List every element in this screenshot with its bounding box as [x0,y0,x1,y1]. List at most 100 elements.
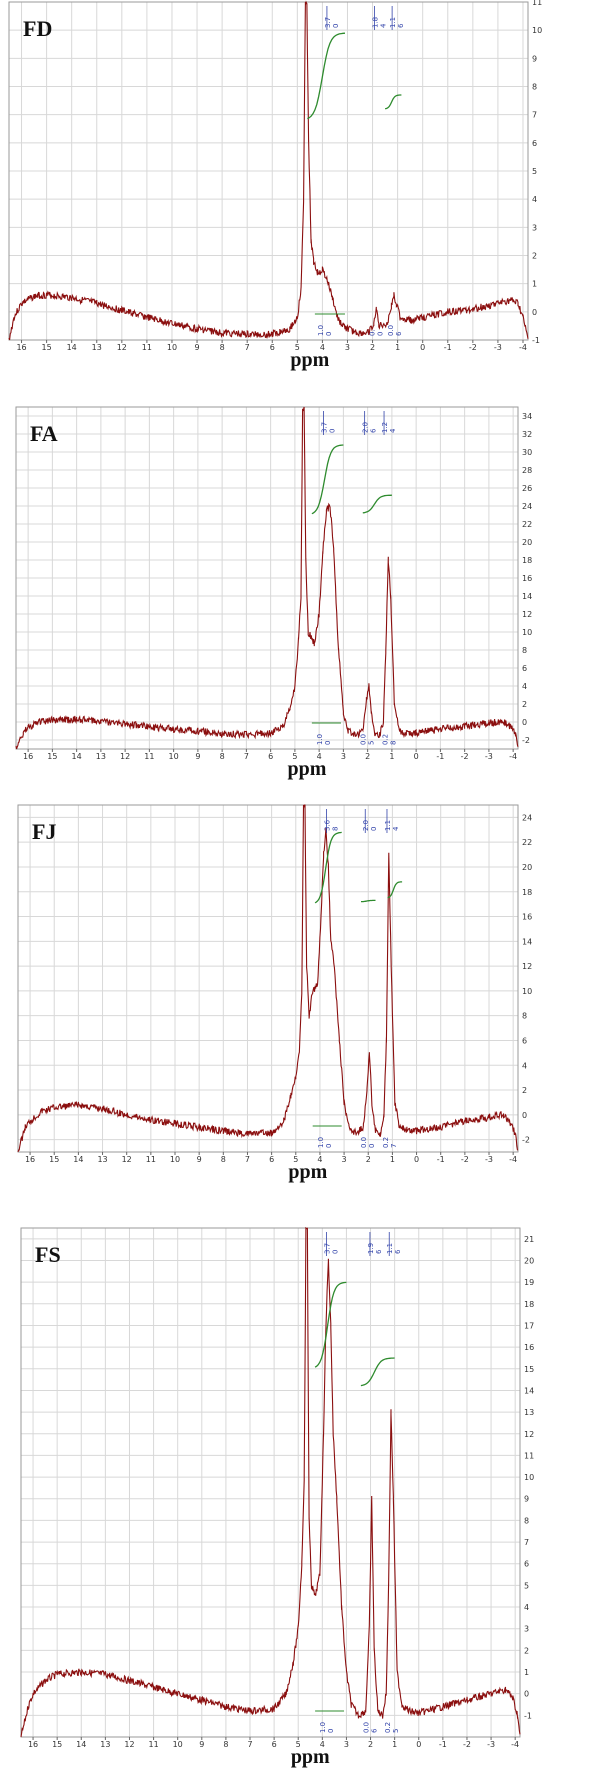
chart-fs-y-tick-label: 7 [524,1538,529,1547]
chart-fa-y-tick-label: -2 [522,736,530,745]
chart-fa-x-tick-label: 13 [96,752,106,761]
chart-fa-y-tick-label: 18 [522,556,532,565]
chart-fs-y-tick-label: 3 [524,1625,529,1634]
chart-fd-y-tick-label: 5 [532,167,537,176]
chart-fd-integral-curve [307,32,346,120]
chart-fd-x-tick-label: 10 [167,343,177,352]
chart-fj-y-tick-label: 6 [522,1036,527,1045]
chart-fa-x-tick-label: 3 [341,752,346,761]
chart-fj-x-tick-label: 16 [25,1155,35,1164]
chart-fa-peak-label: 2.0 6 [362,422,378,433]
chart-fa-title: FA [30,421,58,446]
chart-fa-peak-label-value: 3.7 [320,422,328,433]
chart-fd-x-axis-label: ppm [290,349,329,371]
chart-fj-spectrum-line [17,804,519,1153]
chart-fa-y-tick-label: 6 [522,664,527,673]
chart-fd-x-tick-label: 11 [142,343,152,352]
chart-fj-integral-value: 0.0 0 [360,1137,376,1148]
chart-fs-y-tick-label: 21 [524,1235,534,1244]
chart-fs-y-tick-label: 5 [524,1581,529,1590]
chart-fs-integral-value-digit: 5 [392,1729,400,1733]
chart-fd-peak-label-digit: 4 [380,23,388,28]
chart-fd-y-tick-label: 1 [532,280,537,289]
chart-fj-x-tick-label: 5 [293,1155,298,1164]
chart-fd-x-tick-label: -3 [494,343,502,352]
chart-fa-plot-frame [15,406,519,750]
chart-fd-x-tick-label: 16 [16,343,26,352]
chart-fj-y-tick-label: 0 [522,1111,527,1120]
chart-fd-x-tick-label: 5 [295,343,300,352]
chart-fj-peak-label-digit: 8 [332,827,340,831]
nmr-chart-fa: 16 15 14 13 12 11 10 9 8 7 6 5 4 3 2 1 0 -1 -2 -3 -4-2024681… [15,406,532,780]
chart-fj-y-tick-label: -2 [522,1136,530,1145]
chart-fj-integral-value-digit: 0 [368,1144,376,1148]
chart-fd-peak-label-value: 1.8 [372,17,380,28]
chart-fa-peak-label-value: 2.0 [362,422,370,433]
chart-fj-x-tick-label: -2 [461,1155,469,1164]
chart-fa-integral-value-digit: 0 [324,741,332,745]
chart-fs-peak-label-value: 3.7 [324,1243,332,1254]
chart-fj-integral-value: 0.2 7 [382,1137,398,1148]
chart-fa-integral-curve [311,444,344,515]
chart-fa-y-tick-label: 24 [522,502,532,511]
chart-fs-y-tick-label: 19 [524,1278,534,1287]
chart-fs-x-tick-label: -4 [511,1740,519,1749]
chart-fj-peak-label: 2.0 0 [362,820,378,831]
chart-fj-x-tick-label: 0 [414,1155,419,1164]
chart-fa-x-tick-label: 2 [365,752,370,761]
chart-fa-x-tick-label: 1 [389,752,394,761]
chart-fj-x-tick-label: 14 [73,1155,83,1164]
spectrum-panel-fj: 16 15 14 13 12 11 10 9 8 7 6 5 4 3 2 1 0 -1 -2 -3 -4 -2 0 2 4 6 8 1… [0,802,611,1183]
chart-fa-y-tick-label: 12 [522,610,532,619]
chart-fd-peak-label-digit: 6 [397,23,405,28]
spectrum-panel-fa: 16 15 14 13 12 11 10 9 8 7 6 5 4 3 2 1 0 -1 -2 -3 -4 -2 0 2 4 6 8 1… [0,404,611,782]
chart-fj-peak-label-value: 3.6 [324,819,332,831]
chart-fd-x-tick-label: 7 [245,343,250,352]
chart-fj-x-axis-label: ppm [288,1161,327,1183]
chart-fj-peak-label-value: 1.1 [384,820,392,831]
chart-fa-peak-label-digit: 4 [389,428,397,433]
chart-fj-x-tick-label: 4 [317,1155,322,1164]
chart-fd-y-tick-label: 0 [532,308,537,317]
chart-fa-y-tick-label: 8 [522,646,527,655]
chart-fj-y-tick-label: 22 [522,838,532,847]
chart-fs-y-tick-label: 9 [524,1495,529,1504]
chart-fs-x-tick-label: 10 [173,1740,183,1749]
chart-fa-x-tick-label: 16 [23,752,33,761]
nmr-chart-fs: 16 15 14 13 12 11 10 9 8 7 6 5 4 3 2 1 0 -1 -2 -3 -4-1012345… [20,1226,534,1768]
chart-fj-x-tick-label: 15 [49,1155,59,1164]
chart-fs-y-tick-label: 14 [524,1386,534,1395]
chart-fa-x-tick-label: 8 [220,752,225,761]
chart-fs-y-tick-label: 12 [524,1430,534,1439]
chart-fd-x-tick-label: 13 [92,343,102,352]
chart-fj-x-tick-label: 2 [366,1155,371,1164]
chart-fa-peak-label-digit: 0 [328,429,336,433]
chart-fd-integral-value-digit: 0 [376,332,384,336]
chart-fs-x-tick-label: 6 [272,1740,277,1749]
chart-fj-x-tick-label: 12 [122,1155,132,1164]
chart-fj-y-tick-label: 24 [522,813,532,822]
chart-fa-x-tick-label: 12 [120,752,130,761]
chart-fs-integral-curve [360,1357,395,1387]
chart-fs-spectrum-line [20,1226,521,1738]
chart-fs-y-tick-label: 4 [524,1603,529,1612]
chart-fs-x-tick-label: -2 [463,1740,471,1749]
chart-fa-x-tick-label: 15 [47,752,57,761]
chart-fa-x-tick-label: 10 [169,752,179,761]
chart-fs-peak-label-value: 1.1 [386,1243,394,1254]
chart-fd-x-tick-label: -1 [444,343,452,352]
chart-fj-x-tick-label: 13 [97,1155,107,1164]
chart-fd-integral-value: 1.0 0 [317,325,333,336]
chart-fa-y-tick-label: 22 [522,520,532,529]
chart-fa-y-tick-label: 34 [522,412,532,421]
chart-fd-peak-label-value: 3.7 [324,17,332,28]
chart-fd-x-tick-label: 2 [370,343,375,352]
chart-fj-peak-label-digit: 4 [392,826,400,831]
chart-fs-y-tick-label: 20 [524,1256,534,1265]
chart-fa-x-tick-label: 4 [317,752,322,761]
chart-fj-title: FJ [32,819,56,844]
chart-fj-integral-value-digit: 0 [325,1144,333,1148]
chart-fa-integral-value: 0.0 5 [360,734,376,745]
chart-fs-x-tick-label: 3 [344,1740,349,1749]
chart-fd-x-tick-label: 1 [395,343,400,352]
